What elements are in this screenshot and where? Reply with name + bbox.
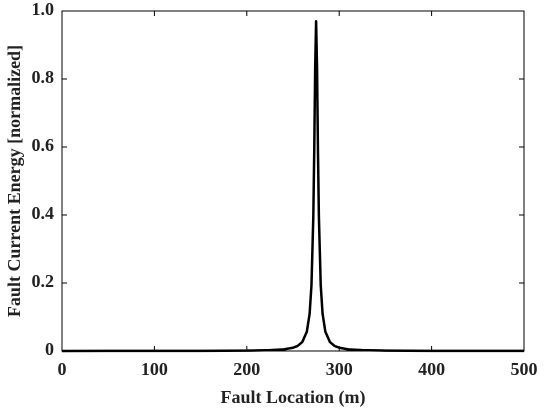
y-tick-label: 0.2 [32,271,55,291]
x-tick-label: 300 [326,359,353,379]
x-tick-label: 0 [58,359,67,379]
x-tick-label: 500 [511,359,538,379]
y-tick-label: 0.8 [32,67,55,87]
axes-box [61,10,525,352]
data-line [61,19,525,353]
y-tick-label: 0.6 [32,135,55,155]
x-tick-label: 200 [233,359,260,379]
y-tick-label: 0.4 [32,203,55,223]
x-tick-label: 400 [418,359,445,379]
x-axis-label: Fault Location (m) [221,387,366,408]
y-tick-label: 0 [45,339,54,359]
y-tick-label: 1.0 [32,0,55,19]
y-axis-label: Fault Current Energy [normalized] [4,45,24,317]
x-tick-label: 100 [141,359,168,379]
